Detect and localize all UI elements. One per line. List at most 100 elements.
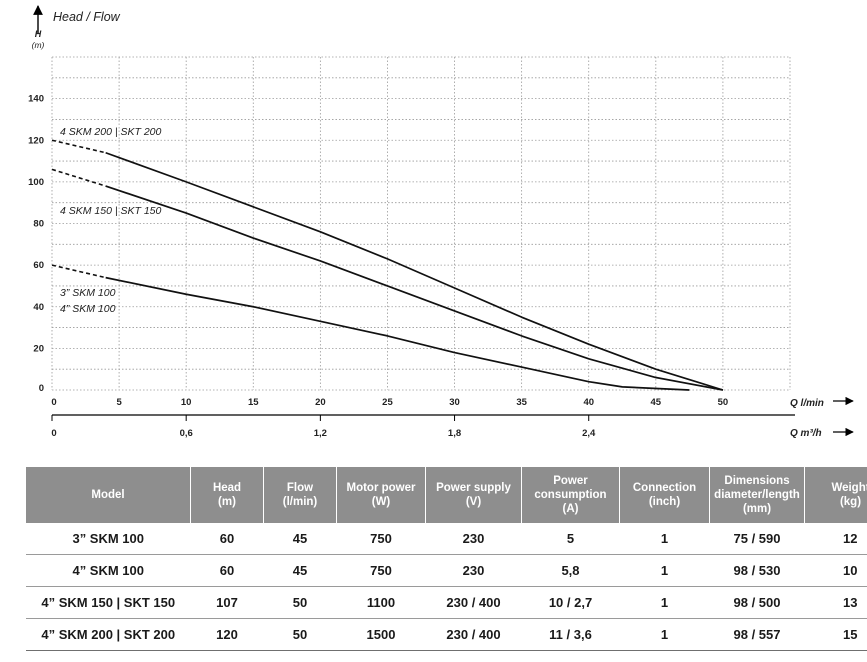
column-header-text: Dimensions bbox=[724, 475, 790, 487]
column-header: Connection (inch) bbox=[619, 467, 710, 523]
value-cell: 1500 bbox=[336, 618, 426, 651]
x-tick-label: 30 bbox=[449, 397, 460, 408]
series-label: 4” SKM 100 bbox=[60, 303, 116, 315]
value-cell: 12 bbox=[804, 523, 867, 555]
value-cell: 230 bbox=[425, 554, 522, 587]
table-body: 3” SKM 100 60 45 750 230 5 1 75 / 590 12 4” SKM 1… bbox=[26, 523, 867, 651]
x-axis-label: Q l/min bbox=[790, 398, 824, 409]
series-dashed-segment bbox=[51, 139, 106, 154]
value-cell: 107 bbox=[190, 586, 264, 619]
x-tick-label: 25 bbox=[382, 397, 393, 408]
table-header-row: Model Head (m) Flow (l/min) Motor power (W) Pow… bbox=[26, 467, 867, 523]
value-cell: 1 bbox=[619, 523, 710, 555]
column-header-text: (m) bbox=[218, 496, 236, 508]
column-header-text: Motor power bbox=[346, 482, 416, 494]
column-header-text: Weight bbox=[831, 482, 867, 494]
x-tick-label: 0 bbox=[51, 397, 56, 408]
column-header-text: (l/min) bbox=[282, 496, 318, 508]
column-header-text: (W) bbox=[371, 496, 391, 508]
x2-tick-label: 0,6 bbox=[180, 428, 193, 439]
column-header: Head (m) bbox=[190, 467, 264, 523]
value-cell: 11 / 3,6 bbox=[521, 618, 620, 651]
value-cell: 10 bbox=[804, 554, 867, 587]
value-cell: 1100 bbox=[336, 586, 426, 619]
chart-ticks: 0 20 40 60 80 100 120 140 0 5 10 15 20 25 30 35 40 45 50 0 0… bbox=[28, 94, 728, 439]
y-tick-label: 120 bbox=[28, 135, 44, 146]
value-cell: 5 bbox=[521, 523, 620, 555]
column-header-text: (kg) bbox=[839, 496, 862, 508]
x-tick-label: 15 bbox=[248, 397, 259, 408]
y-axis-unit: (m) bbox=[32, 40, 45, 50]
value-cell: 98 / 500 bbox=[709, 586, 805, 619]
head-flow-chart: Head / Flow H (m) Q l/min Q m³/h 0 20 40 60… bbox=[28, 5, 854, 439]
x-tick-label: 45 bbox=[651, 397, 662, 408]
x-tick-label: 5 bbox=[116, 397, 122, 408]
value-cell: 75 / 590 bbox=[709, 523, 805, 555]
column-header-text: Head bbox=[212, 482, 242, 494]
value-cell: 45 bbox=[263, 554, 337, 587]
value-cell: 50 bbox=[263, 618, 337, 651]
table-row: 4” SKM 200 | SKT 200 120 50 1500 230 / 400 11… bbox=[26, 618, 867, 651]
value-cell: 1 bbox=[619, 618, 710, 651]
column-header-text: (inch) bbox=[648, 496, 681, 508]
column-header-text: (mm) bbox=[742, 503, 772, 515]
x-tick-label: 10 bbox=[181, 397, 192, 408]
value-cell: 50 bbox=[263, 586, 337, 619]
y-tick-label: 20 bbox=[33, 343, 44, 354]
x2-tick-label: 1,2 bbox=[314, 428, 327, 439]
column-header-text: Power bbox=[553, 475, 588, 487]
x-tick-label: 20 bbox=[315, 397, 326, 408]
y-tick-label: 140 bbox=[28, 94, 44, 105]
x2-axis-label: Q m³/h bbox=[790, 428, 822, 439]
column-header-text: Model bbox=[91, 489, 125, 501]
x-tick-label: 50 bbox=[718, 397, 729, 408]
x2-tick-label: 2,4 bbox=[582, 428, 596, 439]
value-cell: 60 bbox=[190, 523, 264, 555]
column-header-text: consumption bbox=[534, 489, 607, 501]
table-row: 3” SKM 100 60 45 750 230 5 1 75 / 590 12 bbox=[26, 523, 867, 555]
column-header-text: (A) bbox=[562, 503, 579, 515]
value-cell: 45 bbox=[263, 523, 337, 555]
y-tick-label: 0 bbox=[39, 383, 44, 394]
x-tick-label: 35 bbox=[516, 397, 527, 408]
value-cell: 230 / 400 bbox=[425, 586, 522, 619]
column-header-text: (V) bbox=[465, 496, 482, 508]
series-line bbox=[105, 185, 724, 391]
value-cell: 60 bbox=[190, 554, 264, 587]
model-cell: 4” SKM 200 | SKT 200 bbox=[26, 618, 191, 651]
series-line bbox=[105, 151, 724, 391]
value-cell: 750 bbox=[336, 554, 426, 587]
value-cell: 13 bbox=[804, 586, 867, 619]
value-cell: 1 bbox=[619, 554, 710, 587]
x2-tick-label: 1,8 bbox=[448, 428, 461, 439]
y-tick-label: 40 bbox=[33, 302, 44, 313]
model-cell: 4” SKM 150 | SKT 150 bbox=[26, 586, 191, 619]
y-axis-label: H bbox=[35, 29, 42, 39]
value-cell: 15 bbox=[804, 618, 867, 651]
column-header-text: Power supply bbox=[436, 482, 511, 494]
model-cell: 3” SKM 100 bbox=[26, 523, 191, 555]
column-header: Model bbox=[26, 467, 191, 523]
y-tick-label: 60 bbox=[33, 260, 44, 271]
chart-grid bbox=[51, 56, 791, 391]
model-cell: 4” SKM 100 bbox=[26, 554, 191, 587]
series-label: 4 SKM 200 | SKT 200 bbox=[60, 126, 162, 138]
y-tick-label: 100 bbox=[28, 177, 44, 188]
column-header-text: Flow bbox=[286, 482, 314, 494]
series-label: 3” SKM 100 bbox=[60, 287, 116, 299]
column-header-text: diameter/length bbox=[714, 489, 800, 501]
value-cell: 750 bbox=[336, 523, 426, 555]
value-cell: 230 / 400 bbox=[425, 618, 522, 651]
column-header: Power consumption (A) bbox=[521, 467, 620, 523]
series-dashed-segment bbox=[51, 168, 106, 187]
column-header: Dimensions diameter/length (mm) bbox=[709, 467, 805, 523]
x2-tick-label: 0 bbox=[51, 428, 56, 439]
value-cell: 230 bbox=[425, 523, 522, 555]
y-tick-label: 80 bbox=[33, 219, 44, 230]
column-header: Weight (kg) bbox=[804, 467, 867, 523]
column-header-text: Connection bbox=[632, 482, 697, 494]
chart-axes: Head / Flow H (m) Q l/min Q m³/h bbox=[32, 5, 854, 439]
series-dashed-segment bbox=[51, 264, 106, 279]
value-cell: 5,8 bbox=[521, 554, 620, 587]
series-label: 4 SKM 150 | SKT 150 bbox=[60, 205, 162, 217]
